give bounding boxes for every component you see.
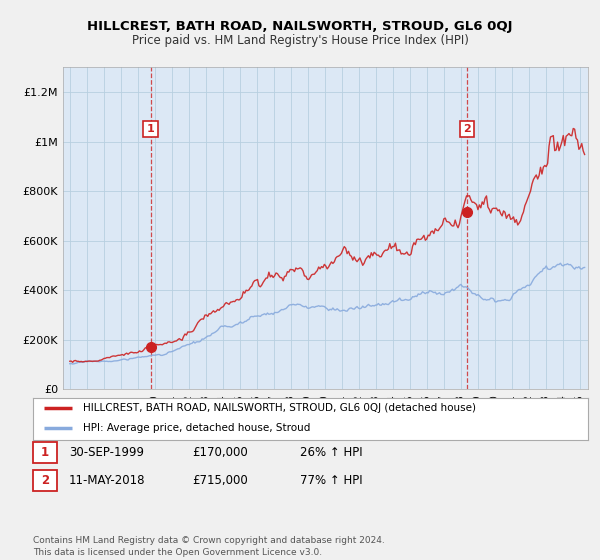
Text: Price paid vs. HM Land Registry's House Price Index (HPI): Price paid vs. HM Land Registry's House … <box>131 34 469 46</box>
Text: 30-SEP-1999: 30-SEP-1999 <box>69 446 144 459</box>
Text: HILLCREST, BATH ROAD, NAILSWORTH, STROUD, GL6 0QJ: HILLCREST, BATH ROAD, NAILSWORTH, STROUD… <box>87 20 513 32</box>
Text: 11-MAY-2018: 11-MAY-2018 <box>69 474 146 487</box>
Text: HPI: Average price, detached house, Stroud: HPI: Average price, detached house, Stro… <box>83 423 310 433</box>
Text: 77% ↑ HPI: 77% ↑ HPI <box>300 474 362 487</box>
Text: HILLCREST, BATH ROAD, NAILSWORTH, STROUD, GL6 0QJ (detached house): HILLCREST, BATH ROAD, NAILSWORTH, STROUD… <box>83 403 476 413</box>
Text: 2: 2 <box>41 474 49 487</box>
Text: £715,000: £715,000 <box>192 474 248 487</box>
Text: 1: 1 <box>41 446 49 459</box>
Text: 2: 2 <box>463 124 471 134</box>
Text: 26% ↑ HPI: 26% ↑ HPI <box>300 446 362 459</box>
Text: £170,000: £170,000 <box>192 446 248 459</box>
Text: Contains HM Land Registry data © Crown copyright and database right 2024.
This d: Contains HM Land Registry data © Crown c… <box>33 536 385 557</box>
Text: 1: 1 <box>146 124 154 134</box>
